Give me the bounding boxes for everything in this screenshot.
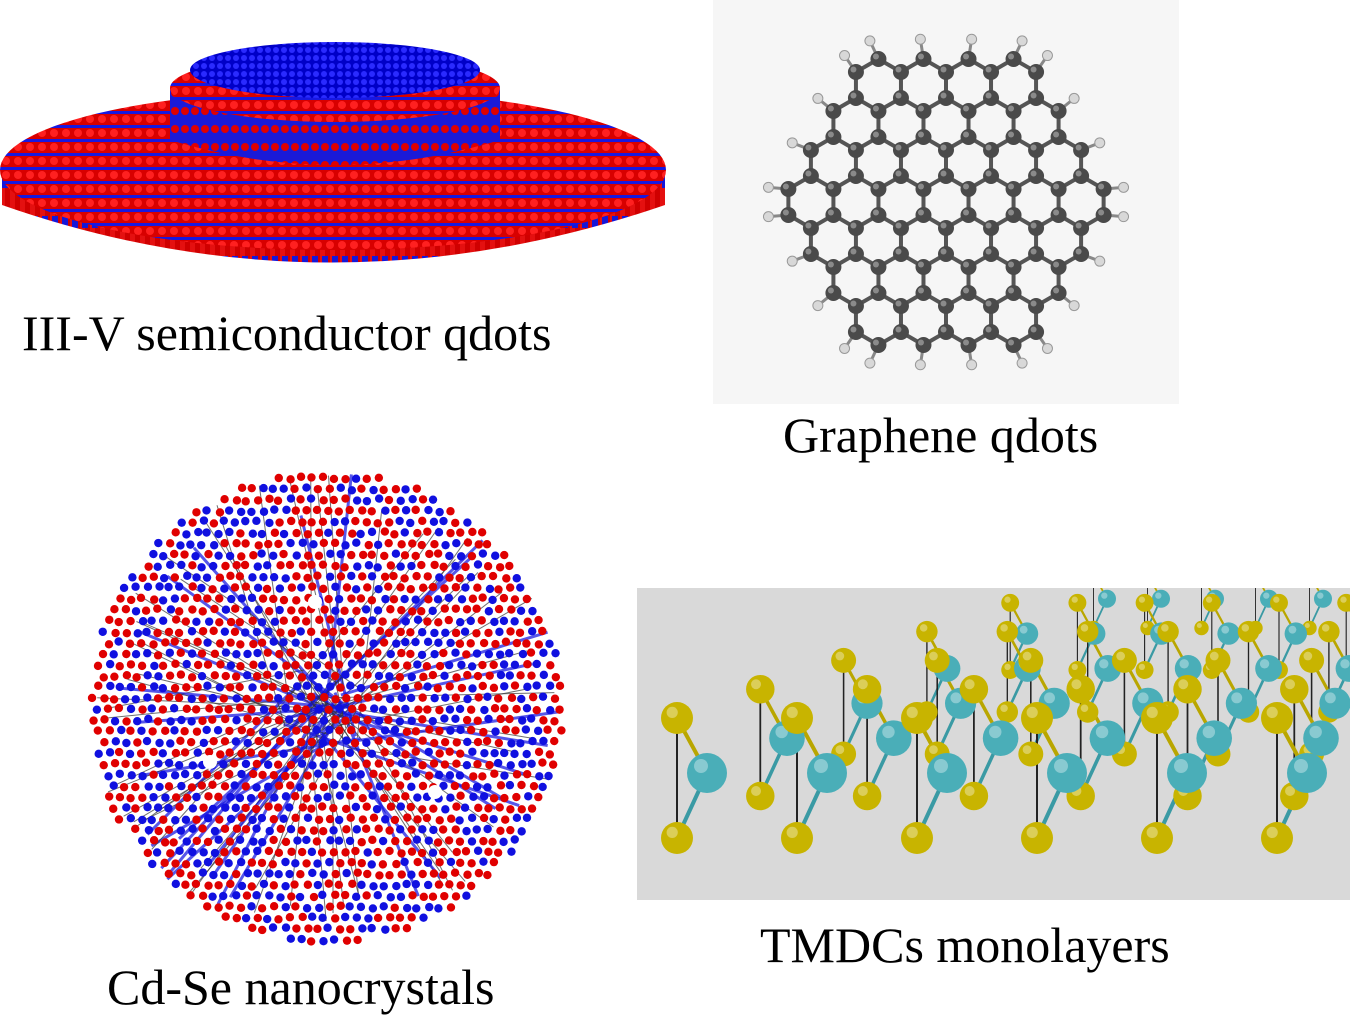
iii-v-qdot-figure <box>0 30 670 270</box>
iii-v-qdot-illustration <box>0 42 666 263</box>
tmdc-lattice <box>661 588 1350 854</box>
tmdc-atoms <box>661 589 1350 854</box>
caption-tmdc: TMDCs monolayers <box>760 917 1170 973</box>
island-cap <box>190 42 480 98</box>
cdse-nanocrystal-figure <box>75 462 580 952</box>
caption-iii-v: III-V semiconductor qdots <box>22 305 552 361</box>
graphene-qdot-figure <box>713 0 1179 404</box>
tmdc-monolayer-figure <box>637 588 1350 900</box>
caption-cdse: Cd-Se nanocrystals <box>107 959 495 1015</box>
cdse-nanocrystal-sphere <box>87 472 566 946</box>
cdse-atoms <box>87 472 566 946</box>
graphene-molecule <box>762 33 1130 371</box>
caption-graphene: Graphene qdots <box>783 407 1099 463</box>
carbon-atoms <box>780 51 1112 353</box>
